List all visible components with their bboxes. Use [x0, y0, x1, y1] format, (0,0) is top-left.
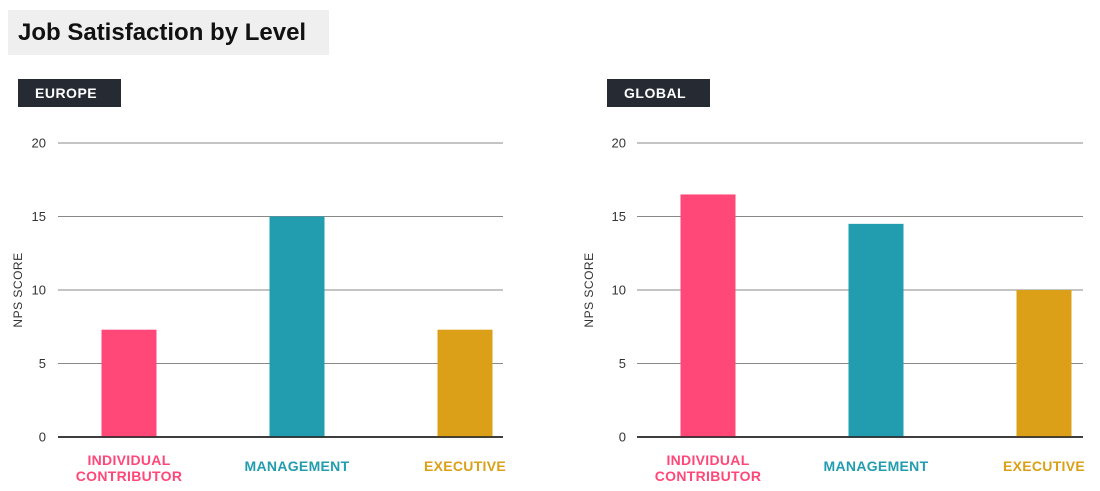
- global-ytick-15: 15: [612, 209, 626, 224]
- europe-bar-0: [101, 329, 157, 437]
- global-bar-2: [1016, 290, 1072, 437]
- title-box: Job Satisfaction by Level: [8, 10, 329, 55]
- europe-category-label-1-0: MANAGEMENT: [245, 458, 350, 474]
- global-category-label-2-0: EXECUTIVE: [1003, 458, 1085, 474]
- global-category-label-0-0: INDIVIDUAL: [666, 452, 749, 468]
- europe-ylabel: NPS SCORE: [11, 252, 25, 327]
- region-tag-europe: EUROPE: [18, 79, 121, 107]
- europe-category-label-2-0: EXECUTIVE: [424, 458, 506, 474]
- global-ytick-10: 10: [612, 283, 626, 298]
- global-ytick-0: 0: [619, 430, 626, 445]
- region-tag-global: GLOBAL: [607, 79, 710, 107]
- global-ylabel: NPS SCORE: [582, 252, 596, 327]
- global-category-label-1-0: MANAGEMENT: [824, 458, 929, 474]
- europe-ytick-10: 10: [32, 283, 46, 298]
- global-bar-0: [680, 194, 736, 437]
- europe-ytick-20: 20: [32, 136, 46, 151]
- global-category-label-0-1: CONTRIBUTOR: [655, 468, 761, 484]
- europe-bar-2: [437, 329, 493, 437]
- global-ytick-20: 20: [612, 136, 626, 151]
- europe-ytick-0: 0: [39, 430, 46, 445]
- global-bar-1: [848, 223, 904, 437]
- global-ytick-5: 5: [619, 356, 626, 371]
- europe-ytick-15: 15: [32, 209, 46, 224]
- europe-category-label-0-1: CONTRIBUTOR: [76, 468, 182, 484]
- europe-category-label-0-0: INDIVIDUAL: [87, 452, 170, 468]
- europe-ytick-5: 5: [39, 356, 46, 371]
- europe-bar-1: [269, 216, 325, 437]
- page-title: Job Satisfaction by Level: [18, 19, 307, 46]
